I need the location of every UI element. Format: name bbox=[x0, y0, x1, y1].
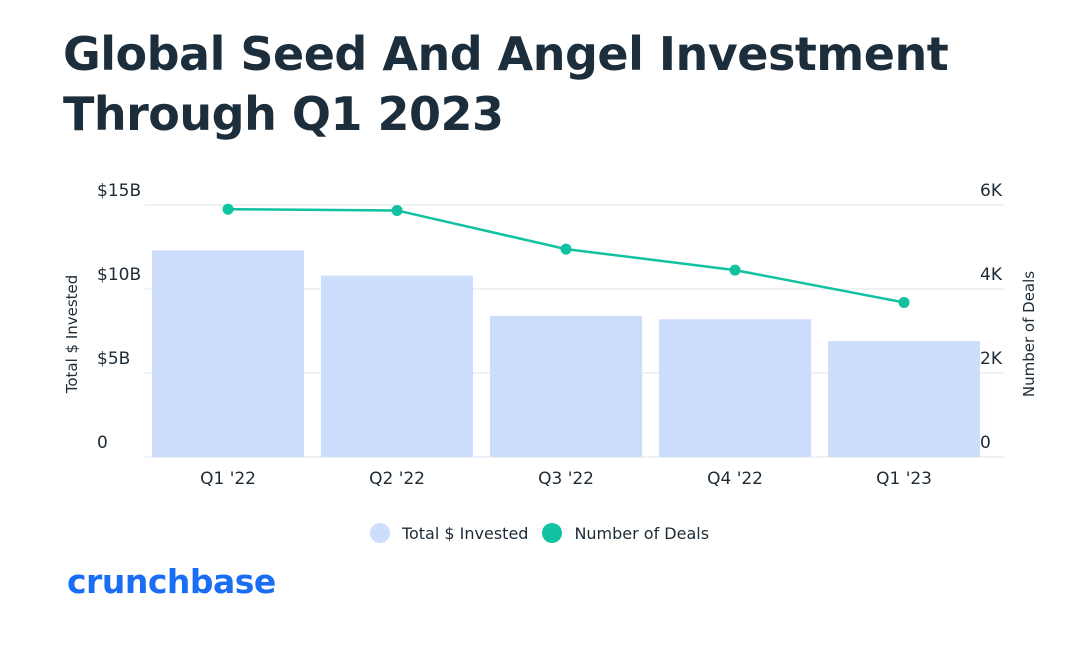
y-right-tick-0: 0 bbox=[980, 433, 991, 453]
deals-point-3 bbox=[729, 264, 741, 276]
bars bbox=[152, 250, 981, 457]
legend-swatch-deals bbox=[542, 523, 563, 543]
y-left-tick-0: 0 bbox=[97, 433, 108, 453]
bar-2 bbox=[490, 315, 643, 457]
legend-label-deals: Number of Deals bbox=[574, 523, 710, 543]
axis-ticks: 0 $5B $10B $15B 0 2K 4K 6K Q1 '22 Q2 '22 Q3 '22 Q4 … bbox=[97, 181, 1003, 489]
title-line-1: Global Seed And Angel Investment bbox=[63, 27, 949, 81]
x-tick-0: Q1 '22 bbox=[200, 469, 256, 489]
y-axis-left-title: Total $ Invested bbox=[63, 275, 81, 395]
y-left-tick-1: $5B bbox=[97, 349, 130, 369]
bar-0 bbox=[152, 250, 305, 457]
x-tick-2: Q3 '22 bbox=[538, 469, 594, 489]
deals-point-0 bbox=[222, 203, 234, 215]
y-right-tick-3: 6K bbox=[980, 181, 1003, 201]
deals-point-1 bbox=[391, 204, 403, 216]
y-right-tick-1: 2K bbox=[980, 349, 1003, 369]
chart-title: Global Seed And Angel Investment Through… bbox=[63, 24, 1043, 144]
y-axis-right-title: Number of Deals bbox=[1020, 271, 1038, 397]
legend-swatch-invested bbox=[369, 523, 390, 543]
legend-item-invested: Total $ Invested bbox=[369, 523, 529, 543]
bar-1 bbox=[321, 275, 474, 457]
crunchbase-logo: crunchbase bbox=[67, 562, 276, 601]
deals-point-2 bbox=[560, 243, 572, 255]
y-right-tick-2: 4K bbox=[980, 265, 1003, 285]
legend-label-invested: Total $ Invested bbox=[401, 523, 529, 543]
chart-svg: 0 $5B $10B $15B 0 2K 4K 6K Q1 '22 Q2 '22 Q3 '22 Q4 … bbox=[63, 181, 1038, 489]
x-tick-4: Q1 '23 bbox=[876, 469, 932, 489]
title-line-2: Through Q1 2023 bbox=[63, 87, 504, 141]
deals-point-4 bbox=[898, 296, 910, 308]
x-tick-1: Q2 '22 bbox=[369, 469, 425, 489]
y-left-tick-2: $10B bbox=[97, 265, 141, 285]
x-tick-3: Q4 '22 bbox=[707, 469, 763, 489]
deals-line bbox=[222, 203, 910, 308]
legend-item-deals: Number of Deals bbox=[542, 523, 709, 543]
y-left-tick-3: $15B bbox=[97, 181, 141, 201]
legend: Total $ Invested Number of Deals bbox=[0, 523, 1079, 543]
bar-3 bbox=[659, 319, 812, 457]
bar-4 bbox=[828, 341, 981, 457]
